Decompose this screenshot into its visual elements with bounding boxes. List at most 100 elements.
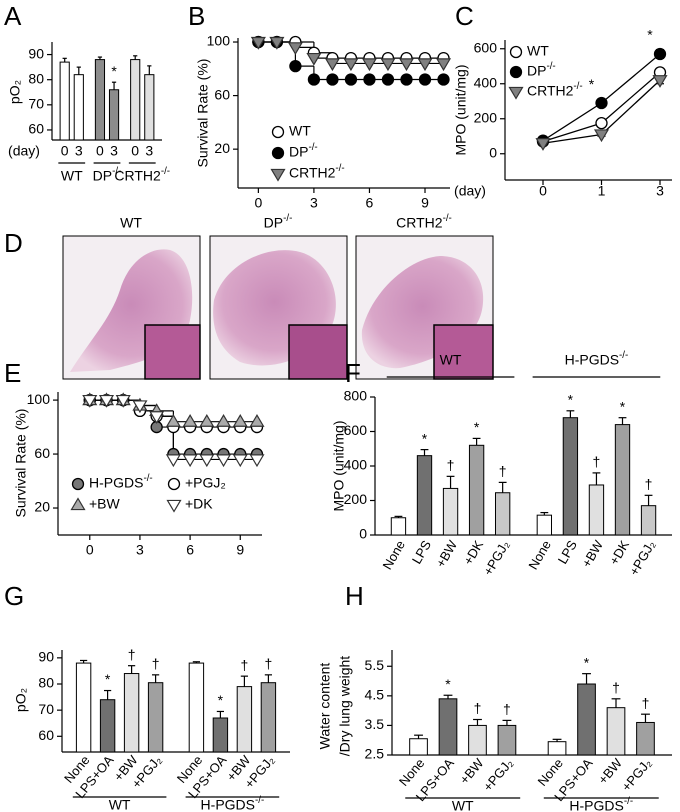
marker (232, 413, 248, 427)
marker (593, 129, 610, 143)
legend-marker (270, 168, 286, 182)
legend-label: CRTH2-/- (289, 163, 345, 181)
x-tick-label: LPS (409, 537, 434, 566)
x-tick-label: 3 (75, 143, 83, 159)
group-label: H-PGDS-/- (201, 795, 265, 812)
marker (535, 138, 551, 151)
panel-letter: D (4, 228, 23, 258)
marker (289, 59, 302, 73)
x-tick-label: None (379, 538, 408, 572)
x-tick-label: 0 (539, 183, 547, 199)
bar (588, 484, 605, 536)
x-tick-label: 3 (145, 143, 153, 159)
y-tick-label: 60 (28, 121, 44, 137)
panel-letter: C (455, 1, 474, 31)
legend-marker (271, 146, 285, 160)
marker (400, 73, 413, 86)
marker (324, 58, 340, 72)
marker (595, 96, 608, 110)
marker (417, 58, 433, 72)
y-tick-label: 0 (359, 526, 367, 542)
annotation: * (422, 430, 428, 446)
legend-marker (508, 86, 524, 100)
panel-letter: E (4, 358, 21, 388)
histology-image (62, 235, 201, 380)
legend-label: DP-/- (289, 142, 318, 160)
bar (108, 89, 120, 141)
bar (606, 707, 626, 756)
annotation: † (645, 476, 653, 492)
annotation: † (499, 463, 507, 479)
marker (165, 454, 181, 468)
marker (287, 42, 303, 56)
panel-letter: H (345, 581, 364, 611)
marker (398, 58, 415, 72)
annotation: † (128, 646, 136, 662)
bar (468, 724, 487, 756)
marker (437, 73, 450, 86)
marker (165, 413, 181, 427)
x-tick-label: 9 (421, 195, 429, 211)
marker (652, 75, 668, 88)
bar (416, 455, 433, 536)
annotation: * (474, 419, 480, 435)
y-tick-label: 0 (489, 144, 497, 160)
bar (636, 721, 655, 756)
bar (562, 417, 579, 536)
x-tick-label: +DK (606, 537, 632, 567)
x-tick-label: 6 (186, 542, 194, 558)
panel-letter: B (188, 1, 205, 31)
group-label: WT (61, 168, 83, 184)
bar (438, 698, 458, 756)
annotation: * (620, 398, 626, 414)
bar (640, 505, 657, 536)
y-tick-label: 90 (28, 45, 44, 61)
marker (306, 52, 322, 66)
marker (250, 36, 266, 50)
legend-label: WT (289, 123, 311, 139)
group-label: WT (440, 352, 462, 368)
marker (361, 58, 378, 72)
panel-letter: G (4, 581, 24, 611)
annotation: * (568, 392, 574, 408)
annotation: † (612, 680, 620, 696)
annotation: * (445, 676, 451, 692)
bar (236, 686, 253, 753)
y-tick-label: 70 (38, 701, 54, 717)
x-tick-label: +PGJ₂ (619, 755, 655, 794)
marker (418, 73, 432, 86)
marker (381, 73, 395, 86)
y-tick-label: 3.5 (365, 716, 385, 732)
annotation: * (584, 654, 590, 670)
legend-marker (70, 497, 86, 511)
group-label: WT (452, 798, 474, 812)
marker (215, 454, 232, 468)
marker (307, 73, 321, 86)
annotation: † (503, 701, 511, 717)
x-tick-label: 3 (310, 195, 318, 211)
marker (82, 394, 98, 408)
y-tick-label: 400 (344, 457, 368, 473)
x-tick-label: +PGJ₂ (480, 755, 516, 794)
x-tick-label: 0 (96, 143, 104, 159)
bar (260, 682, 277, 753)
bar (547, 741, 567, 756)
marker (115, 394, 131, 408)
bar (130, 59, 141, 141)
x-tick-label: 0 (61, 143, 69, 159)
x-tick-label: 6 (366, 195, 374, 211)
x-tick-label: LPS (555, 537, 580, 566)
bar (75, 662, 92, 753)
bar (59, 61, 70, 141)
x-tick-label: +PGJ₂ (480, 538, 512, 578)
y-axis-label: MPO (unit/mg) (453, 64, 469, 155)
y-tick-label: 600 (474, 39, 498, 55)
group-label: H-PGDS-/- (569, 796, 633, 812)
bar (442, 487, 459, 536)
legend-marker (509, 45, 523, 59)
histology-title: WT (120, 215, 142, 231)
y-tick-label: 60 (34, 445, 50, 461)
bar (144, 74, 155, 141)
x-tick-label: None (525, 538, 554, 572)
